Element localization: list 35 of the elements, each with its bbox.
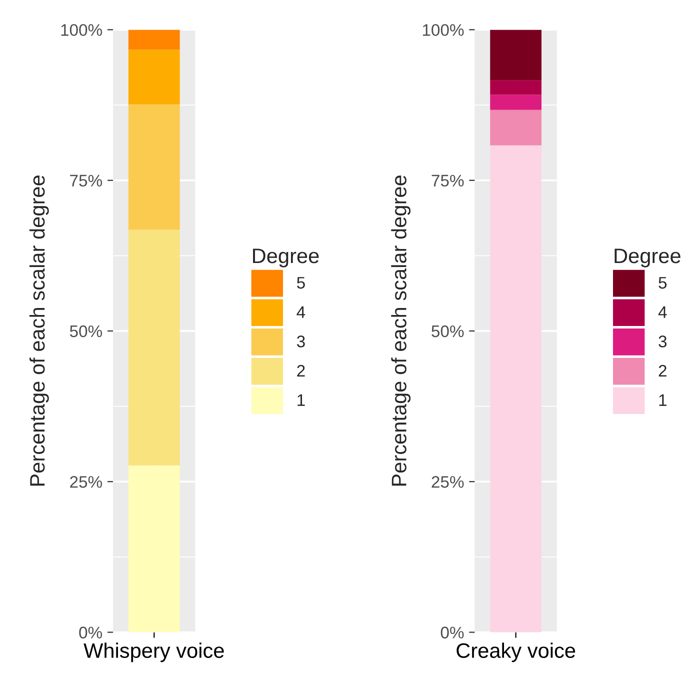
y-tick-label: 75% <box>432 174 464 187</box>
y-tick-label: 50% <box>432 325 464 338</box>
y-tick-label: 50% <box>70 325 102 338</box>
y-tick-label: 75% <box>70 174 102 187</box>
bar <box>490 94 542 110</box>
legend-title: Degree <box>253 248 319 268</box>
y-tick-label: 25% <box>432 476 464 488</box>
legend-label: 4 <box>296 306 306 318</box>
legend-label: 3 <box>658 336 667 348</box>
bar <box>128 230 180 466</box>
bar <box>490 80 542 95</box>
y-tick-label: 25% <box>70 476 102 488</box>
bar <box>490 110 542 146</box>
legend-label: 1 <box>659 394 666 406</box>
legend-label: 5 <box>658 277 667 289</box>
legend-label: 2 <box>297 364 305 377</box>
legend-label: 2 <box>658 364 666 377</box>
bar <box>128 104 180 230</box>
x-tick-label: Creaky voice <box>456 642 576 662</box>
y-axis-title: Percentage of each scalar degree <box>391 176 411 486</box>
bar <box>490 30 542 80</box>
bar <box>128 50 180 104</box>
y-tick-label: 100% <box>61 24 102 36</box>
y-tick-label: 100% <box>422 24 464 36</box>
legend-label: 1 <box>298 394 305 406</box>
y-axis-title: Percentage of each scalar degree <box>29 176 49 486</box>
x-tick-label: Whispery voice <box>84 642 224 662</box>
legend-label: 5 <box>296 277 305 289</box>
bar <box>128 30 180 50</box>
bar <box>128 465 180 632</box>
y-tick-label: 0% <box>440 626 464 638</box>
legend-label: 3 <box>296 336 305 348</box>
legend-title: Degree <box>614 248 680 268</box>
y-tick-label: 0% <box>79 626 102 638</box>
legend-label: 4 <box>658 306 667 318</box>
